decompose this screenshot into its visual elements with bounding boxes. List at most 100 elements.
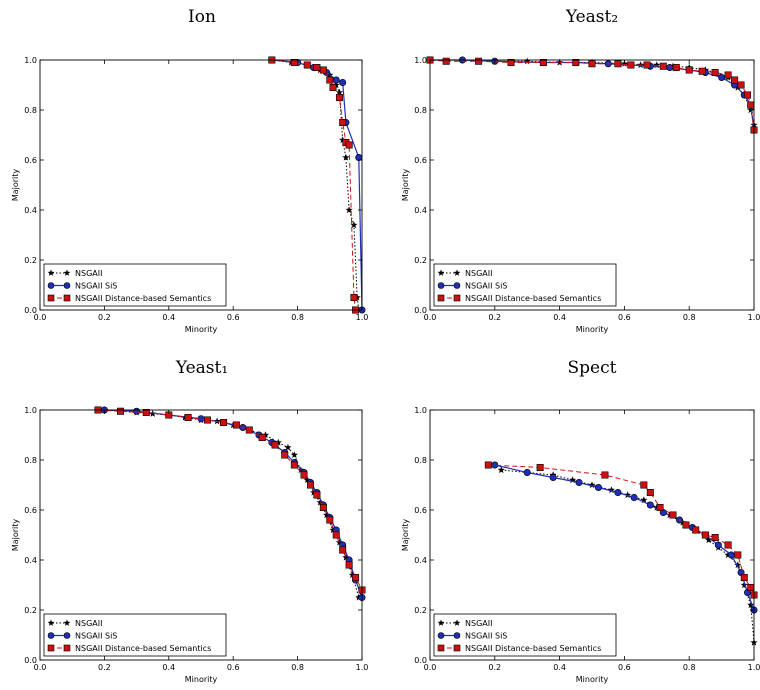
data-point xyxy=(646,501,654,509)
data-point xyxy=(203,416,211,424)
data-point xyxy=(345,561,353,569)
data-point xyxy=(711,69,719,77)
chart-title: Ion xyxy=(188,7,216,27)
x-tick-label: 0.4 xyxy=(162,313,175,322)
data-point xyxy=(507,58,515,66)
y-axis-label: Majority xyxy=(401,169,410,202)
data-point xyxy=(682,521,690,529)
x-tick-label: 0.6 xyxy=(227,313,240,322)
legend-marker xyxy=(437,269,445,276)
data-point xyxy=(575,478,583,486)
data-point xyxy=(588,60,596,68)
data-point xyxy=(350,221,358,229)
y-tick-label: 1.0 xyxy=(414,56,427,65)
data-point xyxy=(614,60,622,68)
data-point xyxy=(705,536,713,544)
x-tick-label: 0.8 xyxy=(291,663,304,672)
chart-panel-4: Spect 0.0 0.2 0.4 0.6 0.8 1.0 0.0 0.2 0.4 0.6 0.8 1.… xyxy=(401,358,760,684)
y-tick-label: 0.2 xyxy=(24,606,37,615)
x-tick-label: 0.6 xyxy=(618,663,631,672)
data-point xyxy=(258,433,266,441)
data-point xyxy=(290,461,298,469)
data-point xyxy=(290,451,298,459)
x-axis-label: Minority xyxy=(185,325,218,334)
legend-label: NSGAII xyxy=(465,269,492,278)
series-dbs xyxy=(484,461,758,599)
data-point xyxy=(740,581,748,589)
x-tick-label: 1.0 xyxy=(748,313,760,322)
data-point xyxy=(335,94,343,102)
data-point xyxy=(607,486,616,494)
data-point xyxy=(352,573,360,581)
legend-marker xyxy=(47,619,55,626)
x-tick-label: 0.6 xyxy=(227,663,240,672)
y-tick-label: 0.8 xyxy=(24,106,37,115)
x-axis-label: Minority xyxy=(185,675,218,684)
chart-title: Yeast₁ xyxy=(175,358,228,378)
data-point xyxy=(284,443,292,451)
y-axis-label: Majority xyxy=(11,169,20,202)
x-tick-label: 0.4 xyxy=(162,663,175,672)
data-point xyxy=(731,76,739,84)
data-point xyxy=(329,84,337,92)
data-point xyxy=(624,491,632,499)
data-point xyxy=(692,526,700,534)
data-point xyxy=(643,61,651,69)
plot-frame xyxy=(39,409,363,661)
x-tick-label: 0.8 xyxy=(683,313,696,322)
legend-marker xyxy=(453,269,461,276)
legend-marker xyxy=(63,282,71,289)
legend-label: NSGAII xyxy=(75,269,102,278)
chart-panel-1: Ion 0.0 0.2 0.4 0.6 0.8 1.0 0.0 0.2 0.4 0.6 0.8 1.0 M… xyxy=(11,7,368,334)
data-point xyxy=(281,451,289,459)
data-point xyxy=(727,551,735,559)
legend-box xyxy=(433,613,617,657)
data-point xyxy=(734,551,742,559)
series-line xyxy=(97,409,363,591)
data-point xyxy=(319,503,327,511)
y-tick-label: 0.0 xyxy=(24,306,37,315)
y-axis-label: Majority xyxy=(401,519,410,552)
x-tick-label: 0.2 xyxy=(98,313,111,322)
data-point xyxy=(718,74,726,82)
data-point xyxy=(536,463,544,471)
data-point xyxy=(740,573,748,581)
legend-marker xyxy=(63,632,71,639)
data-point xyxy=(345,206,353,214)
data-point xyxy=(627,61,635,69)
data-point xyxy=(306,481,314,489)
y-tick-label: 0.2 xyxy=(414,606,427,615)
data-point xyxy=(497,466,505,474)
data-point xyxy=(332,76,340,84)
x-tick-label: 0.8 xyxy=(683,663,696,672)
x-tick-label: 0.4 xyxy=(553,313,566,322)
legend-box xyxy=(43,263,227,307)
data-point xyxy=(342,553,350,561)
legend-marker xyxy=(63,269,71,276)
series-sis xyxy=(268,56,366,314)
legend-marker xyxy=(437,644,445,652)
data-point xyxy=(594,483,602,491)
x-axis-label: Minority xyxy=(576,675,609,684)
series-line xyxy=(271,59,363,311)
y-tick-label: 1.0 xyxy=(24,406,37,415)
legend: NSGAII NSGAII SiS NSGAII Distance-based Se… xyxy=(433,263,617,307)
data-point xyxy=(313,491,321,499)
data-point xyxy=(303,476,311,484)
data-point xyxy=(630,493,638,501)
series-line xyxy=(271,59,360,311)
data-point xyxy=(300,471,308,479)
data-point xyxy=(197,415,205,423)
data-point xyxy=(484,461,492,469)
x-tick-label: 1.0 xyxy=(748,663,760,672)
x-tick-label: 0.2 xyxy=(488,663,501,672)
data-point xyxy=(319,66,327,74)
data-point xyxy=(588,481,596,489)
data-point xyxy=(601,471,609,479)
data-point xyxy=(184,413,192,421)
y-tick-label: 0.6 xyxy=(414,156,427,165)
data-point xyxy=(232,421,240,429)
data-point xyxy=(646,488,654,496)
data-point xyxy=(656,503,664,511)
y-tick-label: 0.2 xyxy=(24,256,37,265)
